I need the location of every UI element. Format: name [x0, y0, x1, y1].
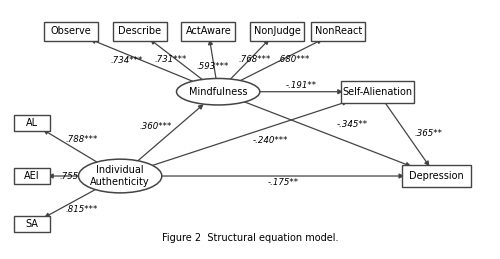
Text: -.240***: -.240***: [252, 136, 288, 145]
Text: SA: SA: [26, 219, 38, 229]
Text: Individual
Authenticity: Individual Authenticity: [90, 165, 150, 187]
Text: Describe: Describe: [118, 26, 162, 37]
Text: .680***: .680***: [278, 55, 310, 64]
Text: AL: AL: [26, 118, 38, 128]
Text: NonReact: NonReact: [314, 26, 362, 37]
Text: ActAware: ActAware: [186, 26, 231, 37]
Text: .788***: .788***: [66, 135, 98, 144]
FancyBboxPatch shape: [44, 23, 98, 40]
Text: .734***: .734***: [110, 56, 143, 65]
FancyBboxPatch shape: [14, 216, 51, 232]
Text: -.345**: -.345**: [337, 120, 368, 129]
Text: Figure 2  Structural equation model.: Figure 2 Structural equation model.: [162, 233, 338, 243]
FancyBboxPatch shape: [340, 81, 414, 103]
FancyBboxPatch shape: [14, 115, 51, 131]
FancyBboxPatch shape: [14, 168, 51, 184]
Text: .731***: .731***: [155, 55, 188, 64]
Text: Observe: Observe: [51, 26, 92, 37]
FancyBboxPatch shape: [311, 23, 365, 40]
Text: Mindfulness: Mindfulness: [189, 87, 248, 97]
Text: -.175**: -.175**: [268, 178, 298, 187]
Ellipse shape: [78, 159, 162, 193]
Text: Self-Alienation: Self-Alienation: [342, 87, 412, 97]
Text: AEI: AEI: [24, 171, 40, 181]
Text: .593***: .593***: [196, 62, 229, 71]
Text: .360***: .360***: [140, 122, 172, 131]
FancyBboxPatch shape: [250, 23, 304, 40]
Text: .365**: .365**: [415, 129, 443, 138]
Text: .768***: .768***: [238, 55, 271, 64]
Text: NonJudge: NonJudge: [254, 26, 300, 37]
Text: .755***: .755***: [60, 171, 92, 181]
Text: -.191**: -.191**: [286, 81, 317, 90]
Ellipse shape: [176, 78, 260, 105]
FancyBboxPatch shape: [113, 23, 166, 40]
FancyBboxPatch shape: [402, 165, 470, 187]
Text: Depression: Depression: [409, 171, 464, 181]
FancyBboxPatch shape: [182, 23, 236, 40]
Text: .815***: .815***: [66, 205, 98, 214]
